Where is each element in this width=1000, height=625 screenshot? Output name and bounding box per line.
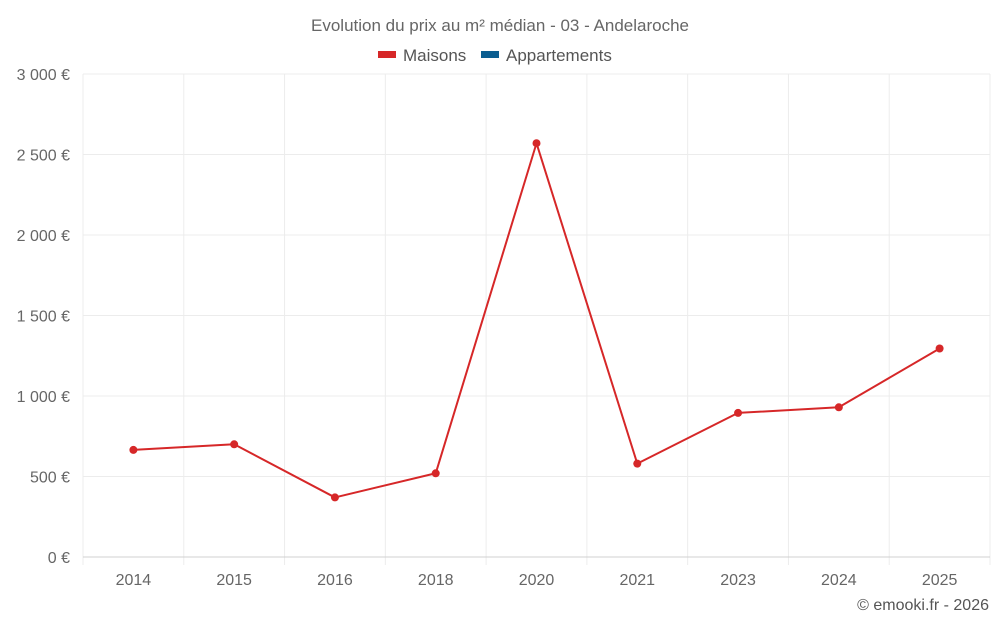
x-tick-label: 2020 xyxy=(519,572,555,589)
x-tick-label: 2021 xyxy=(619,572,655,589)
y-gridlines xyxy=(83,73,990,477)
data-point-maisons[interactable] xyxy=(734,408,743,417)
data-point-maisons[interactable] xyxy=(633,459,642,468)
series-layer xyxy=(129,139,944,502)
legend-item-appartements[interactable]: Appartements xyxy=(481,46,612,65)
x-tick-label: 2015 xyxy=(216,572,252,589)
y-tick-label: 0 € xyxy=(48,550,70,567)
legend-item-maisons[interactable]: Maisons xyxy=(378,46,466,65)
legend-label-maisons: Maisons xyxy=(403,46,466,65)
x-tick-label: 2014 xyxy=(116,572,152,589)
x-axis-ticks: 2014 2015 2016 2018 2020 2021 2023 2024 2025 xyxy=(116,572,958,589)
legend-swatch-appartements xyxy=(481,51,499,58)
y-tick-label: 1 500 € xyxy=(17,309,70,326)
data-point-maisons[interactable] xyxy=(431,469,440,478)
data-point-maisons[interactable] xyxy=(230,440,239,449)
y-tick-label: 1 000 € xyxy=(17,389,70,406)
data-point-maisons[interactable] xyxy=(935,344,944,353)
x-gridlines xyxy=(82,74,991,565)
legend-label-appartements: Appartements xyxy=(506,46,612,65)
y-tick-label: 2 500 € xyxy=(17,148,70,165)
x-tick-label: 2016 xyxy=(317,572,353,589)
x-tick-label: 2023 xyxy=(720,572,756,589)
x-tick-label: 2018 xyxy=(418,572,454,589)
data-point-maisons[interactable] xyxy=(834,403,843,412)
y-tick-label: 500 € xyxy=(30,470,70,487)
credit-text: © emooki.fr - 2026 xyxy=(857,597,989,614)
x-tick-label: 2024 xyxy=(821,572,857,589)
legend: Maisons Appartements xyxy=(378,46,612,65)
data-point-maisons[interactable] xyxy=(532,139,541,148)
legend-swatch-maisons xyxy=(378,51,396,58)
y-tick-label: 2 000 € xyxy=(17,228,70,245)
data-point-maisons[interactable] xyxy=(129,445,138,454)
data-point-maisons[interactable] xyxy=(330,493,339,502)
x-tick-label: 2025 xyxy=(922,572,958,589)
y-axis-ticks: 0 € 500 € 1 000 € 1 500 € 2 000 € 2 500 € 3 00… xyxy=(17,67,70,567)
y-tick-label: 3 000 € xyxy=(17,67,70,84)
series-line-maisons xyxy=(133,142,941,499)
chart-title: Evolution du prix au m² médian - 03 - An… xyxy=(311,16,689,35)
